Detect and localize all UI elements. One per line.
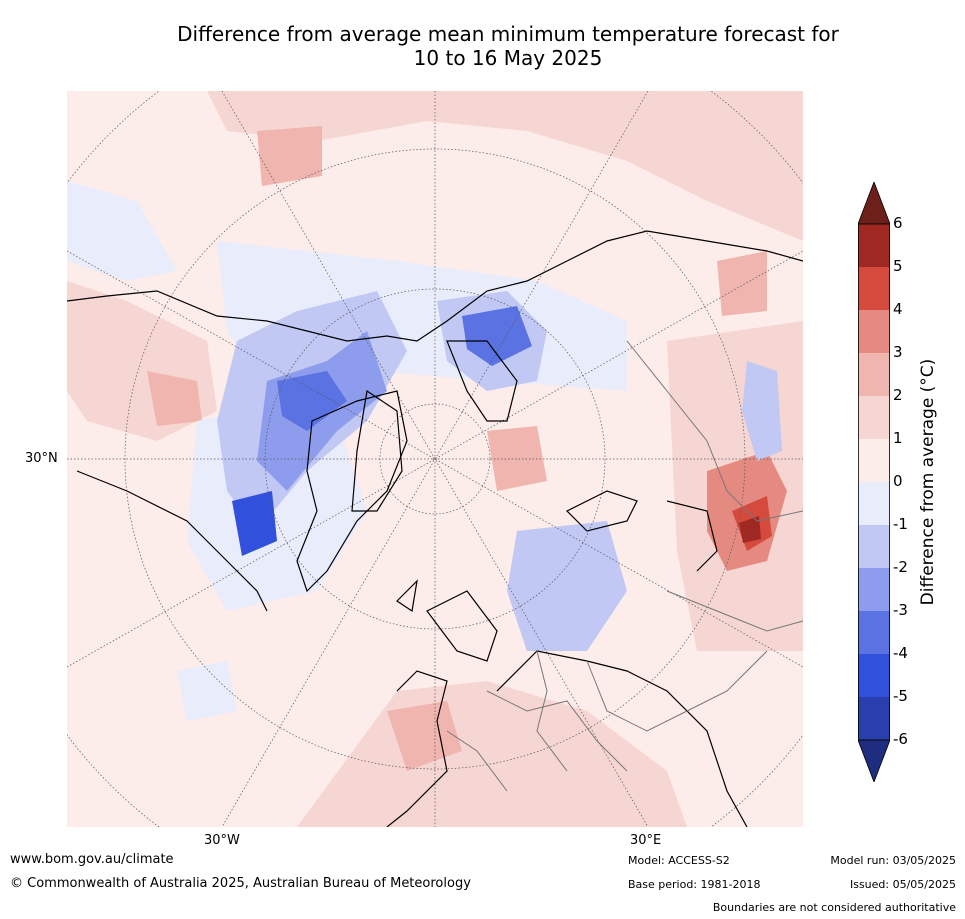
anomaly-region-cool	[742, 361, 782, 461]
colorbar-tick: -5	[893, 687, 908, 705]
footer-model-run: Model run: 03/05/2025	[830, 854, 956, 867]
footer-model: Model: ACCESS-S2	[628, 854, 730, 867]
colorbar-tick: -1	[893, 515, 908, 533]
colorbar-tick: 3	[893, 343, 903, 361]
colorbar-segment	[858, 611, 890, 654]
anomaly-region-warm	[487, 426, 547, 491]
anomaly-region-warm	[147, 371, 202, 426]
colorbar-tick: -3	[893, 601, 908, 619]
colorbar-segment	[858, 310, 890, 353]
colorbar-tick: 5	[893, 257, 903, 275]
colorbar-segment	[858, 482, 890, 525]
colorbar-extend-max	[857, 180, 891, 225]
colorbar-tick: 1	[893, 429, 903, 447]
colorbar-segment	[858, 697, 890, 740]
colorbar-svg	[857, 180, 891, 784]
anomaly-region-cool	[67, 181, 177, 281]
colorbar	[857, 180, 891, 784]
colorbar-tick: -2	[893, 558, 908, 576]
title-line-2: 10 to 16 May 2025	[413, 46, 603, 70]
anomaly-region-warm	[717, 251, 767, 316]
colorbar-title: Difference from average (°C)	[918, 358, 938, 606]
colorbar-segment	[858, 267, 890, 310]
colorbar-segment	[858, 654, 890, 697]
graticule	[67, 91, 803, 827]
colorbar-tick: 0	[893, 472, 903, 490]
colorbar-tick: 6	[893, 214, 903, 232]
colorbar-tick: -4	[893, 644, 908, 662]
colorbar-segment	[858, 396, 890, 439]
colorbar-tick: 4	[893, 300, 903, 318]
chart-title: Difference from average mean minimum tem…	[0, 22, 965, 70]
lon-label-30e: 30°E	[630, 833, 662, 848]
colorbar-segment	[858, 525, 890, 568]
colorbar-frame	[858, 223, 891, 741]
anomaly-region-cool	[277, 371, 347, 431]
footer-base-period: Base period: 1981-2018	[628, 878, 761, 891]
colorbar-segment	[858, 568, 890, 611]
footer-disclaimer: Boundaries are not considered authoritat…	[712, 901, 956, 914]
anomaly-region-cool	[232, 491, 277, 556]
lat-label-30n: 30°N	[25, 451, 58, 466]
colorbar-segment	[858, 439, 890, 482]
colorbar-tick: 2	[893, 386, 903, 404]
country-boundaries	[446, 340, 803, 792]
colorbar-segment	[858, 353, 890, 396]
lon-label-30w: 30°W	[204, 833, 240, 848]
anomaly-region-cool	[507, 521, 627, 651]
map-svg	[67, 91, 803, 827]
forecast-map[interactable]	[67, 91, 803, 827]
footer-site-link[interactable]: www.bom.gov.au/climate	[10, 852, 174, 867]
colorbar-tick: -6	[893, 730, 908, 748]
anomaly-region-warm	[257, 126, 322, 186]
anomaly-region-warm	[207, 91, 803, 241]
anomaly-region-warm	[739, 516, 761, 543]
footer-issued: Issued: 05/05/2025	[849, 878, 956, 891]
colorbar-segment	[858, 224, 890, 267]
footer-copyright: © Commonwealth of Australia 2025, Austra…	[10, 876, 471, 891]
coastlines	[67, 230, 803, 827]
anomaly-region-cool	[462, 306, 532, 366]
colorbar-extend-min	[857, 739, 891, 784]
title-line-1: Difference from average mean minimum tem…	[177, 22, 839, 46]
anomaly-region-cool	[177, 661, 237, 721]
